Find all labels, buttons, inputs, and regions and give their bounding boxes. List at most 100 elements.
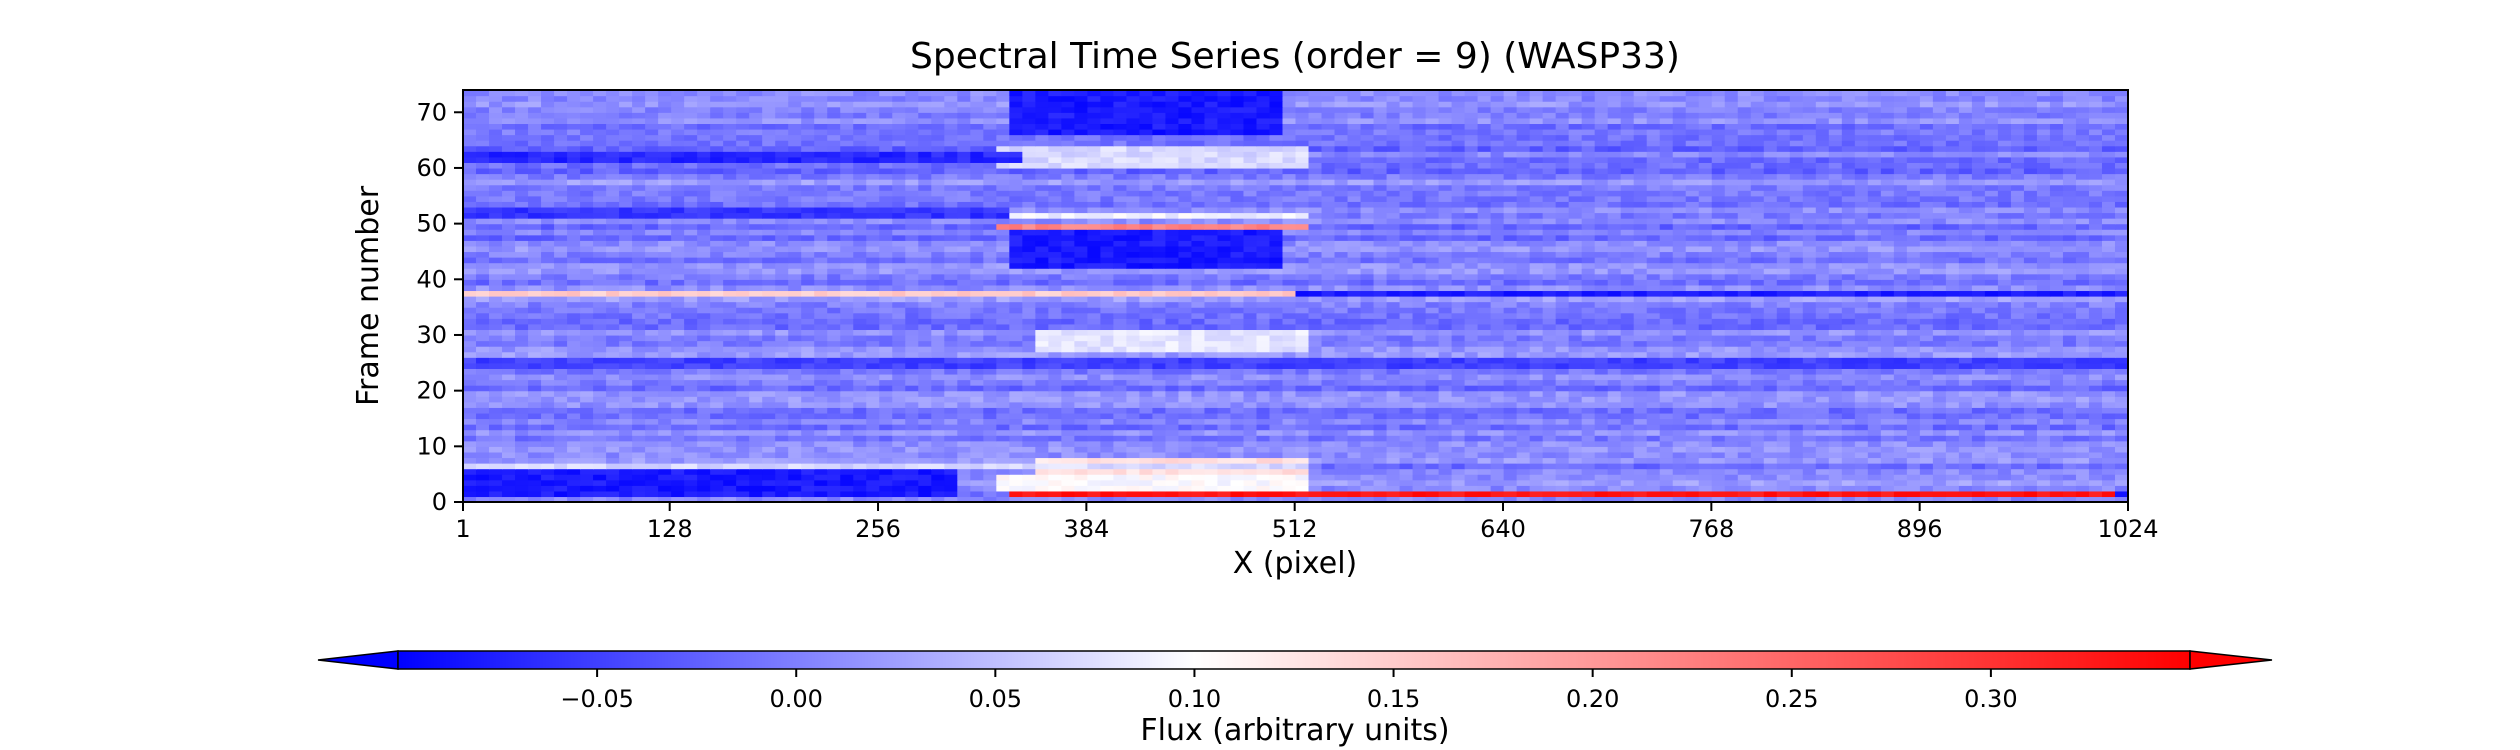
heatmap-cell (879, 485, 893, 492)
heatmap-cell (1503, 474, 1518, 481)
heatmap-cell (931, 284, 945, 292)
heatmap-cell (476, 407, 490, 414)
heatmap-cell (1620, 490, 1635, 498)
heatmap-cell (1542, 323, 1557, 331)
heatmap-cell (879, 329, 893, 336)
heatmap-cell (1165, 318, 1180, 325)
heatmap-cell (1711, 368, 1726, 375)
heatmap-cell (697, 329, 711, 336)
heatmap-cell (463, 474, 477, 481)
heatmap-cell (1932, 401, 1947, 408)
heatmap-cell (1295, 390, 1310, 397)
heatmap-cell (1932, 485, 1947, 492)
heatmap-cell (1750, 296, 1765, 303)
heatmap-cell (645, 312, 659, 319)
heatmap-cell (1022, 451, 1036, 459)
heatmap-cell (1815, 340, 1830, 347)
heatmap-cell (1308, 396, 1323, 403)
heatmap-cell (762, 301, 776, 308)
heatmap-cell (957, 407, 971, 414)
heatmap-cell (1997, 485, 2012, 492)
heatmap-cell (593, 357, 607, 364)
heatmap-cell (2101, 346, 2116, 353)
heatmap-cell (1074, 296, 1088, 303)
heatmap-cell (918, 407, 932, 414)
heatmap-cell (983, 385, 997, 392)
heatmap-cell (1581, 396, 1596, 403)
heatmap-cell (840, 340, 854, 347)
heatmap-cell (1334, 407, 1349, 414)
heatmap-cell (1919, 446, 1934, 453)
heatmap-cell (944, 407, 958, 414)
heatmap-cell (736, 446, 750, 453)
heatmap-cell (2075, 440, 2090, 447)
heatmap-cell (1204, 457, 1219, 464)
heatmap-cell (840, 485, 854, 492)
heatmap-cell (1009, 301, 1023, 308)
heatmap-cell (1477, 296, 1492, 303)
heatmap-cell (1087, 440, 1101, 447)
heatmap-cell (593, 446, 607, 453)
heatmap-cell (1919, 468, 1934, 475)
heatmap-cell (1997, 385, 2012, 392)
heatmap-cell (2075, 357, 2090, 364)
heatmap-cell (1321, 318, 1336, 325)
heatmap-cell (1854, 446, 1869, 453)
heatmap-cell (1607, 424, 1622, 431)
heatmap-cell (1971, 362, 1986, 369)
heatmap-cell (931, 401, 945, 408)
heatmap-cell (502, 346, 516, 353)
heatmap-cell (476, 418, 490, 425)
heatmap-cell (1971, 351, 1986, 358)
heatmap-cell (1425, 440, 1440, 447)
heatmap-cell (619, 418, 633, 425)
heatmap-cell (1217, 307, 1232, 314)
heatmap-cell (528, 424, 542, 431)
heatmap-cell (489, 312, 503, 319)
heatmap-cell (1659, 373, 1674, 381)
heatmap-cell (1048, 307, 1062, 314)
heatmap-cell (1386, 463, 1401, 470)
heatmap-cell (489, 373, 503, 381)
heatmap-cell (1503, 362, 1518, 369)
heatmap-cell (2062, 334, 2077, 342)
heatmap-cell (1763, 457, 1778, 464)
heatmap-cell (2036, 284, 2051, 292)
heatmap-cell (1737, 368, 1752, 375)
heatmap-cell (1711, 496, 1726, 502)
heatmap-cell (1152, 401, 1167, 408)
heatmap-cell (1555, 334, 1570, 342)
heatmap-cell (788, 440, 802, 447)
heatmap-cell (1659, 357, 1674, 364)
heatmap-cell (1932, 457, 1947, 464)
heatmap-cell (1074, 329, 1088, 336)
heatmap-cell (1113, 379, 1127, 386)
heatmap-cell (1165, 346, 1180, 353)
heatmap-cell (2036, 368, 2051, 375)
heatmap-cell (1035, 451, 1049, 459)
heatmap-cell (1087, 451, 1101, 459)
heatmap-cell (1113, 490, 1127, 498)
heatmap-cell (1113, 496, 1127, 502)
heatmap-cell (632, 284, 646, 292)
heatmap-cell (1451, 368, 1466, 375)
heatmap-cell (944, 485, 958, 492)
heatmap-cell (1542, 351, 1557, 358)
heatmap-cell (1165, 490, 1180, 498)
heatmap-cell (476, 357, 490, 364)
heatmap-cell (1048, 368, 1062, 375)
heatmap-cell (983, 435, 997, 442)
heatmap-cell (1347, 451, 1362, 459)
heatmap-cell (840, 362, 854, 369)
heatmap-cell (1399, 435, 1414, 442)
heatmap-cell (2075, 296, 2090, 303)
heatmap-cell (619, 368, 633, 375)
heatmap-cell (1152, 351, 1167, 358)
heatmap-cell (1685, 296, 1700, 303)
heatmap-cell (1217, 424, 1232, 431)
heatmap-cell (2036, 463, 2051, 470)
heatmap-cell (1451, 390, 1466, 397)
heatmap-cell (1321, 357, 1336, 364)
heatmap-cell (1412, 357, 1427, 364)
heatmap-cell (1542, 334, 1557, 342)
